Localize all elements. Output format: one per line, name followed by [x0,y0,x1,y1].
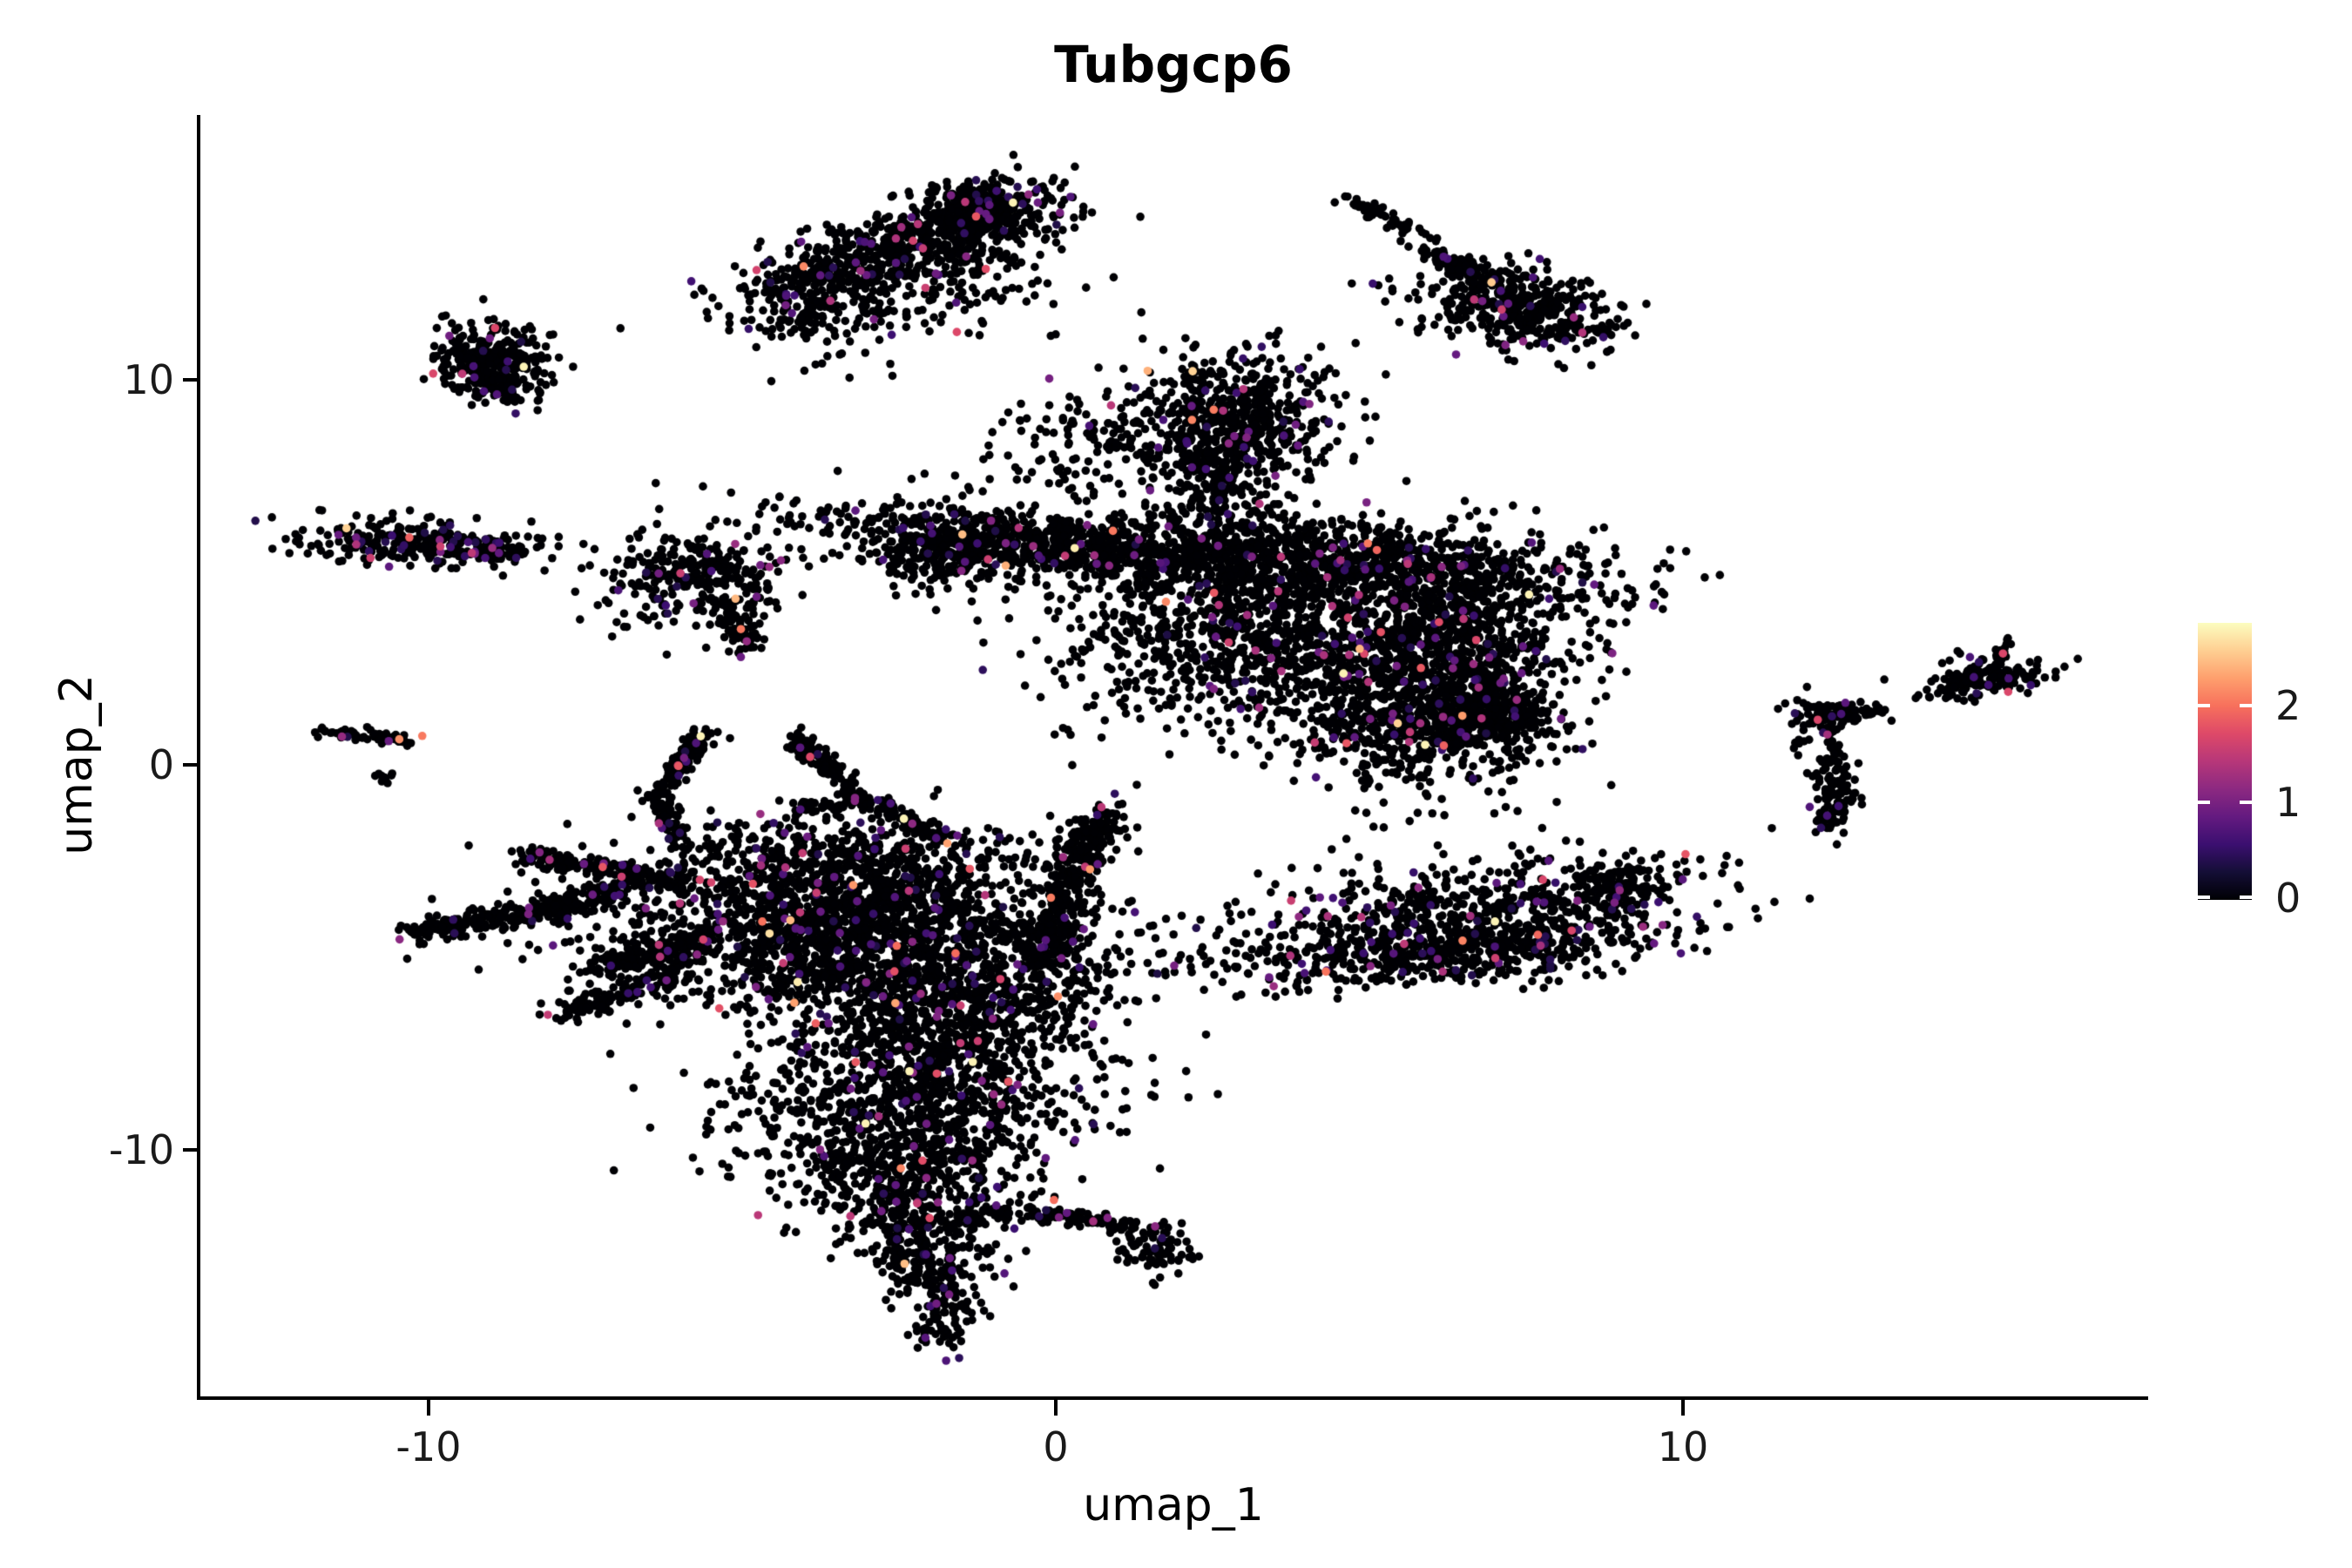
x-tick-mark-neg10 [427,1400,430,1416]
colorbar-tick-2-right [2240,704,2252,707]
x-tick-mark-10 [1681,1400,1685,1416]
colorbar-tick-2-left [2198,704,2210,707]
x-tick-mark-0 [1054,1400,1058,1416]
colorbar-label-1: 1 [2275,779,2301,826]
x-tick-label-neg10: -10 [395,1423,462,1470]
colorbar-tick-1-right [2240,801,2252,804]
colorbar-label-0: 0 [2275,875,2301,922]
y-tick-label-neg10: -10 [108,1126,174,1173]
plot-title: Tubgcp6 [1054,35,1293,94]
colorbar-tick-1-left [2198,801,2210,804]
plot-panel [197,115,2148,1400]
y-tick-mark-neg10 [183,1148,199,1152]
colorbar-tick-0-left [2198,896,2210,899]
colorbar-gradient [2198,623,2252,900]
x-axis-title: umap_1 [1083,1479,1264,1531]
colorbar-tick-0-right [2240,896,2252,899]
y-tick-label-0: 0 [148,741,174,788]
y-tick-label-10: 10 [123,356,174,403]
y-axis-title: umap_2 [51,674,103,855]
x-tick-label-0: 0 [1043,1423,1069,1470]
y-tick-mark-10 [183,378,199,382]
colorbar-label-2: 2 [2275,682,2301,729]
x-tick-label-10: 10 [1657,1423,1709,1470]
y-tick-mark-0 [183,763,199,767]
